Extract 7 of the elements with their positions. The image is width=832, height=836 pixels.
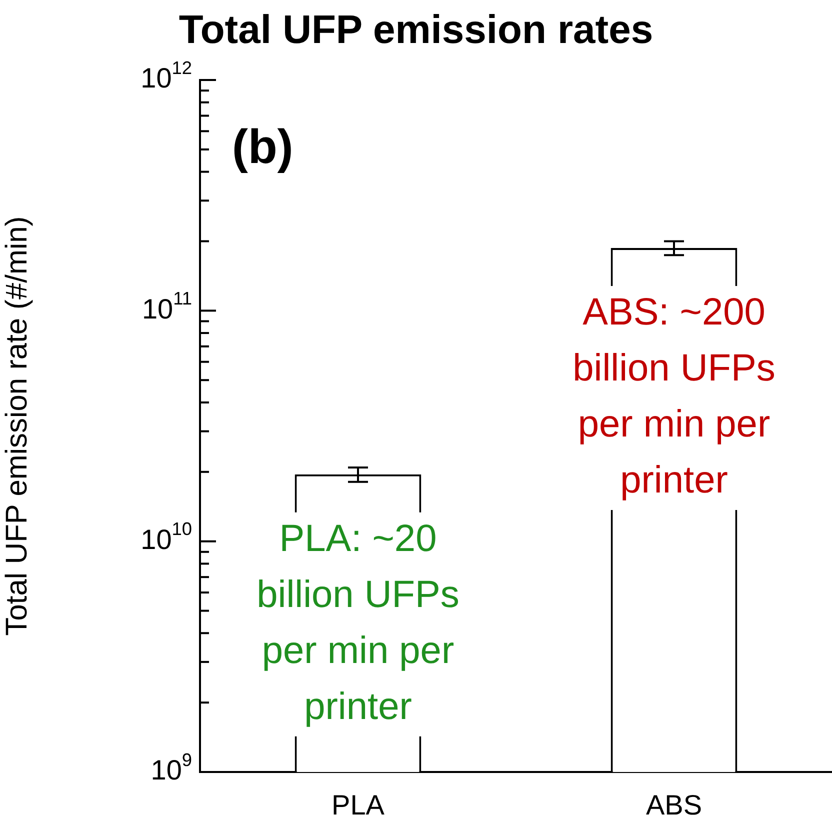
x-tick-label: PLA [332,790,385,821]
y-axis-title: Total UFP emission rate (#/min) [0,216,34,636]
annotation: (b) [232,121,294,174]
annotation: PLA: ~20 billion UFPs per min per printer [256,518,460,728]
annotation: ABS: ~200 billion UFPs per min per printer [572,291,776,502]
chart-title: Total UFP emission rates [178,8,654,52]
x-tick-label: ABS [646,790,702,821]
